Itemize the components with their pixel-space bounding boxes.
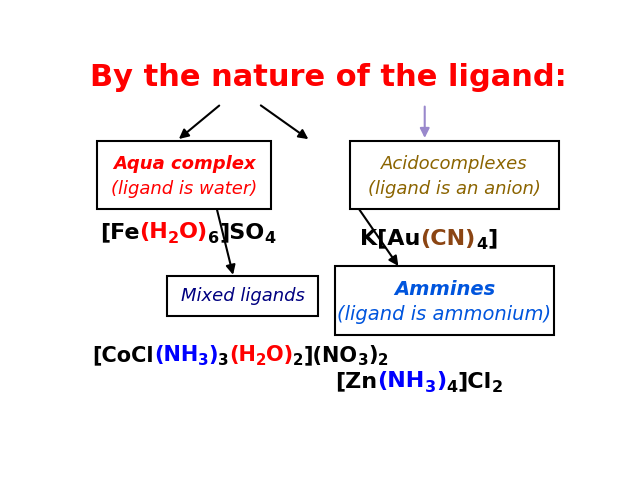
Text: 4: 4 bbox=[476, 237, 487, 252]
Text: (NH: (NH bbox=[154, 345, 198, 365]
Text: Acidocomplexes: Acidocomplexes bbox=[381, 155, 528, 173]
Text: ): ) bbox=[209, 345, 218, 365]
Text: K[Au: K[Au bbox=[360, 228, 420, 249]
Text: [Fe: [Fe bbox=[100, 222, 140, 242]
Text: (ligand is an anion): (ligand is an anion) bbox=[368, 180, 541, 198]
Text: 2: 2 bbox=[492, 380, 502, 395]
Text: 4: 4 bbox=[265, 230, 276, 246]
Text: (H: (H bbox=[140, 222, 168, 242]
Text: ): ) bbox=[368, 345, 378, 365]
Text: (ligand is ammonium): (ligand is ammonium) bbox=[337, 305, 552, 324]
Text: 2: 2 bbox=[293, 353, 303, 368]
Text: 3: 3 bbox=[218, 353, 229, 368]
Text: ]SO: ]SO bbox=[220, 222, 265, 242]
FancyBboxPatch shape bbox=[97, 141, 271, 209]
Text: Mixed ligands: Mixed ligands bbox=[180, 287, 305, 305]
Text: (H: (H bbox=[229, 345, 256, 365]
Text: 2: 2 bbox=[168, 230, 179, 246]
Text: O): O) bbox=[266, 345, 293, 365]
Text: [CoCl: [CoCl bbox=[92, 345, 154, 365]
Text: 2: 2 bbox=[378, 353, 388, 368]
Text: ): ) bbox=[436, 371, 446, 391]
Text: ]: ] bbox=[487, 228, 497, 249]
Text: (ligand is water): (ligand is water) bbox=[111, 180, 257, 198]
Text: 3: 3 bbox=[425, 380, 436, 395]
Text: [Zn: [Zn bbox=[335, 371, 378, 391]
Text: 4: 4 bbox=[446, 380, 457, 395]
Text: ](NO: ](NO bbox=[303, 345, 358, 365]
Text: 2: 2 bbox=[256, 353, 266, 368]
Text: (NH: (NH bbox=[378, 371, 425, 391]
Text: By the nature of the ligand:: By the nature of the ligand: bbox=[90, 63, 566, 93]
Text: O): O) bbox=[179, 222, 209, 242]
FancyBboxPatch shape bbox=[335, 266, 554, 335]
Text: 3: 3 bbox=[198, 353, 209, 368]
Text: ]Cl: ]Cl bbox=[457, 371, 492, 391]
Text: 3: 3 bbox=[358, 353, 368, 368]
Text: 6: 6 bbox=[209, 230, 220, 246]
Text: Aqua complex: Aqua complex bbox=[113, 155, 255, 173]
FancyBboxPatch shape bbox=[350, 141, 559, 209]
Text: Ammines: Ammines bbox=[394, 280, 495, 299]
Text: (CN): (CN) bbox=[420, 228, 476, 249]
FancyBboxPatch shape bbox=[167, 276, 318, 316]
